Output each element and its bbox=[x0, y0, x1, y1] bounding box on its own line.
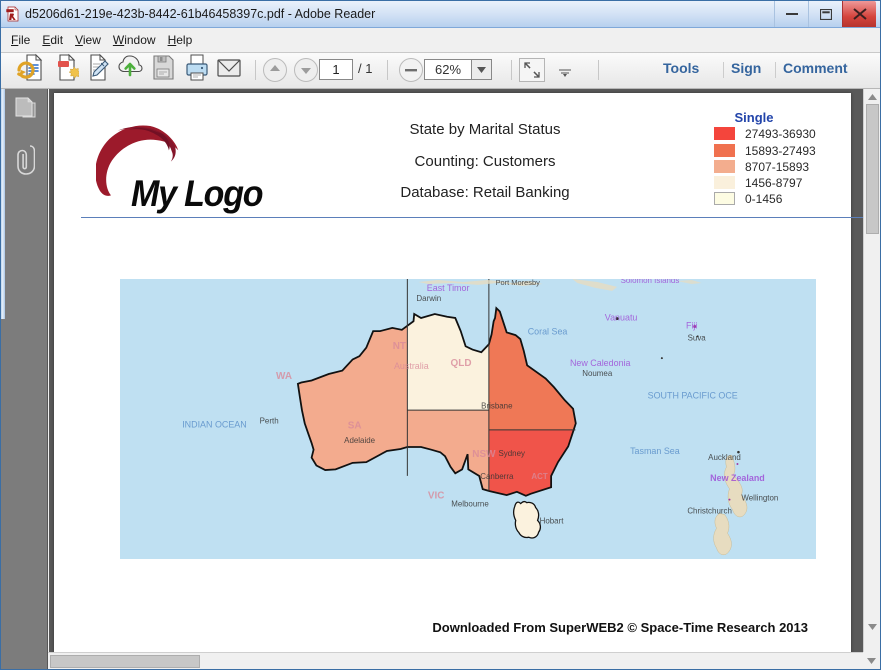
svg-text:Coral Sea: Coral Sea bbox=[528, 326, 568, 336]
svg-text:Port Moresby: Port Moresby bbox=[496, 279, 541, 287]
svg-text:Vanuatu: Vanuatu bbox=[605, 313, 638, 323]
svg-text:Australia: Australia bbox=[394, 361, 429, 371]
svg-text:Adelaide: Adelaide bbox=[344, 436, 376, 445]
svg-text:Tasman Sea: Tasman Sea bbox=[630, 446, 680, 456]
svg-text:Sydney: Sydney bbox=[498, 449, 525, 458]
svg-text:Darwin: Darwin bbox=[416, 294, 441, 303]
svg-text:Brisbane: Brisbane bbox=[481, 402, 513, 411]
svg-text:Christchurch: Christchurch bbox=[687, 507, 732, 516]
svg-text:Auckland: Auckland bbox=[708, 453, 741, 462]
svg-text:Melbourne: Melbourne bbox=[451, 500, 489, 509]
svg-text:Perth: Perth bbox=[260, 416, 279, 425]
svg-text:SOUTH PACIFIC OCE: SOUTH PACIFIC OCE bbox=[648, 391, 738, 401]
svg-text:NT: NT bbox=[393, 341, 406, 352]
svg-text:Canberra: Canberra bbox=[480, 472, 514, 481]
svg-text:INDIAN OCEAN: INDIAN OCEAN bbox=[182, 419, 247, 429]
svg-text:ACT: ACT bbox=[531, 472, 547, 481]
svg-text:WA: WA bbox=[276, 371, 292, 382]
svg-text:VIC: VIC bbox=[428, 491, 445, 502]
svg-text:Solomon Islands: Solomon Islands bbox=[621, 279, 680, 285]
svg-text:Wellington: Wellington bbox=[741, 494, 778, 503]
svg-text:Noumea: Noumea bbox=[582, 369, 613, 378]
svg-text:Hobart: Hobart bbox=[540, 516, 565, 525]
svg-text:Fiji: Fiji bbox=[686, 320, 697, 330]
svg-text:New Zealand: New Zealand bbox=[710, 473, 765, 483]
svg-text:New Caledonia: New Caledonia bbox=[570, 358, 631, 368]
svg-text:SA: SA bbox=[348, 420, 362, 431]
svg-text:East Timor: East Timor bbox=[427, 283, 470, 293]
svg-text:QLD: QLD bbox=[451, 358, 472, 369]
svg-text:Suva: Suva bbox=[688, 333, 707, 342]
svg-text:NSW: NSW bbox=[472, 449, 496, 460]
